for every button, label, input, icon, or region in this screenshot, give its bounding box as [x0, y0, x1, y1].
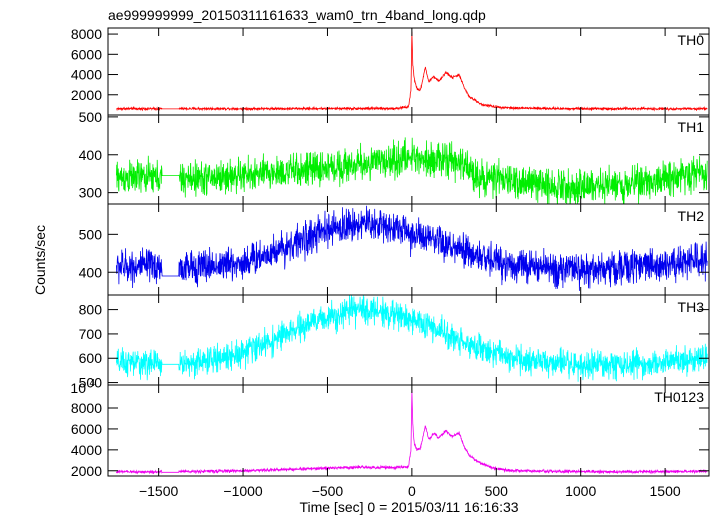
panel-th3: 500 600 700 800 TH3	[79, 294, 710, 391]
y-tick-label: 8000	[71, 400, 102, 416]
x-tick-label: 1000	[565, 483, 596, 499]
panel-th0: 2000 4000 6000 8000 TH0	[71, 26, 710, 116]
y-tick-label: 2000	[71, 87, 102, 103]
panel-frame	[107, 27, 710, 116]
panel-label: TH0	[678, 32, 705, 48]
y-tick-label: 500	[79, 109, 103, 125]
chart-title: ae999999999_20150311161633_wam0_trn_4ban…	[108, 7, 486, 23]
x-tick-labels: −1500 −1000 −500 0 500 1000 1500	[139, 483, 681, 499]
y-axis-label: Counts/sec	[32, 225, 48, 295]
panel-th1: 300 400 500 TH1	[79, 109, 710, 205]
y-tick-label: 700	[79, 326, 103, 342]
y-tick-label: 6000	[71, 46, 102, 62]
y-tick-label: 6000	[71, 421, 102, 437]
panel-th0123: 2000 4000 6000 8000 TH0123 10 4	[70, 378, 710, 479]
series-line	[116, 137, 708, 205]
y-tick-label: 500	[79, 226, 103, 242]
panel-label: TH0123	[654, 389, 704, 405]
y-tick-label: 300	[79, 185, 103, 201]
panel-label: TH1	[678, 119, 705, 135]
y-tick-label: 500	[79, 375, 103, 391]
y-tick-label: 400	[79, 147, 103, 163]
y-tick-label: 4000	[71, 67, 102, 83]
panel-th2: 400 500 TH2	[79, 203, 710, 296]
y-tick-label: 2000	[71, 463, 102, 479]
x-tick-label: 500	[485, 483, 509, 499]
panel-frame	[107, 203, 710, 296]
panel-label: TH3	[678, 299, 705, 315]
x-tick-label: 0	[408, 483, 416, 499]
x-tick-label: −1500	[139, 483, 179, 499]
series-line	[116, 31, 708, 112]
y-exponent-label: 10	[70, 380, 86, 396]
panel-frame	[107, 384, 710, 477]
x-tick-label: −1000	[223, 483, 263, 499]
panel-frame	[107, 294, 710, 386]
series-line	[116, 205, 708, 291]
x-tick-label: 1500	[650, 483, 681, 499]
y-tick-label: 800	[79, 302, 103, 318]
panel-label: TH2	[678, 208, 705, 224]
y-tick-label: 4000	[71, 442, 102, 458]
x-axis-label: Time [sec] 0 = 2015/03/11 16:16:33	[299, 499, 518, 515]
y-tick-label: 400	[79, 264, 103, 280]
y-tick-label: 600	[79, 350, 103, 366]
y-tick-label: 8000	[71, 26, 102, 42]
series-line	[116, 389, 708, 475]
x-tick-label: −500	[312, 483, 344, 499]
series-line	[116, 295, 708, 382]
y-exponent-superscript: 4	[89, 378, 95, 389]
